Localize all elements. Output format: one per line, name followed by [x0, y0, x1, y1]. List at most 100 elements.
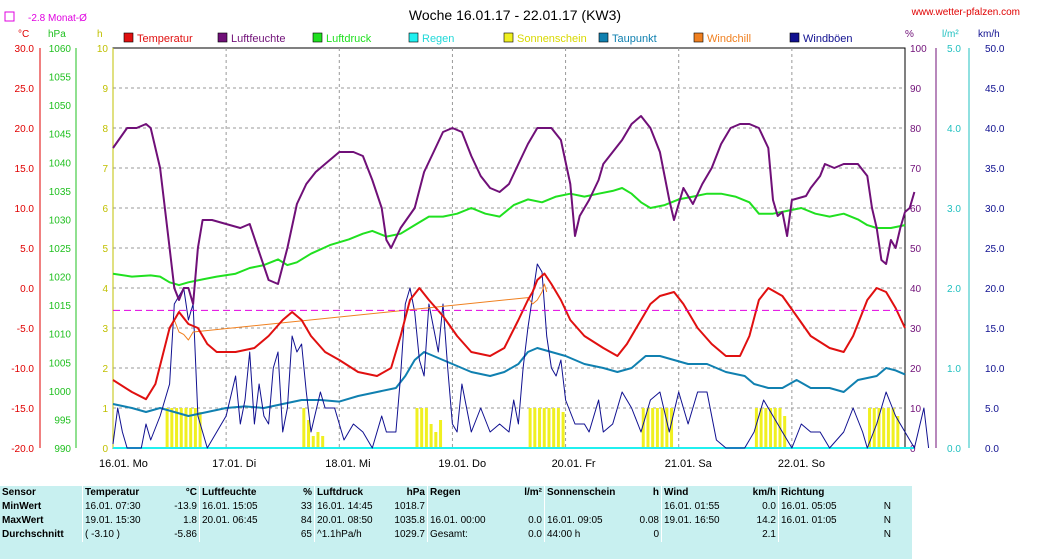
legend-label: Luftdruck	[326, 33, 372, 45]
humidity-tick-label: 100	[910, 44, 927, 55]
pressure-axis-unit: hPa	[48, 29, 66, 40]
temp-tick-label: 15.0	[15, 164, 35, 175]
legend-label: Regen	[422, 33, 454, 45]
sunshine-bar	[561, 412, 565, 448]
press-value: 1029.7	[394, 529, 425, 540]
wind-tick-label: 40.0	[985, 124, 1005, 135]
rain-time: 16.01. 00:00	[427, 514, 510, 528]
series-line-luftfeuchte	[112, 115, 916, 305]
temp-value: -13.9	[174, 501, 197, 512]
wind-axis-unit: km/h	[978, 29, 1000, 40]
temp-tick-label: 25.0	[15, 84, 35, 95]
header-pressure: Luftdruck	[314, 486, 387, 500]
sun-time	[544, 500, 627, 514]
wind-tick-label: 35.0	[985, 164, 1005, 175]
legend-label: Luftfeuchte	[231, 33, 285, 45]
sunshine-bar	[764, 408, 768, 448]
legend-swatch	[503, 32, 514, 43]
temp-value: -5.86	[174, 529, 197, 540]
sun-value: 0.08	[639, 515, 659, 526]
legend-swatch	[693, 32, 704, 43]
sunshine-bar	[641, 408, 645, 448]
sunshine-bar	[552, 408, 556, 448]
header-wind: Wind	[661, 486, 738, 500]
sunshine-bar	[302, 408, 306, 448]
pressure-tick-label: 990	[54, 444, 71, 455]
sunshine-bar	[415, 408, 419, 448]
sunshine-bar	[665, 408, 669, 448]
sunshine-bar	[439, 420, 443, 448]
row-label: MinWert	[2, 501, 42, 512]
pressure-tick-label: 1030	[49, 215, 72, 226]
legend-swatch	[123, 32, 134, 43]
hum-time: 20.01. 06:45	[199, 514, 282, 528]
temp-tick-label: -15.0	[11, 404, 34, 415]
pressure-tick-label: 1010	[49, 330, 72, 341]
pressure-tick-label: 1055	[49, 73, 72, 84]
header-wind-unit: km/h	[752, 487, 776, 498]
wind-tick-label: 50.0	[985, 44, 1005, 55]
legend-label: Taupunkt	[612, 33, 657, 45]
sunshine-bar	[646, 408, 650, 448]
sunshine-bar	[886, 408, 890, 448]
hum-time	[199, 528, 282, 542]
legend-swatch	[217, 32, 228, 43]
sunshine-bar	[193, 408, 197, 448]
weather-chart: Woche 16.01.17 - 22.01.17 (KW3) www.wett…	[4, 7, 1020, 470]
sun-tick-label: 3	[102, 324, 108, 335]
legend-swatch	[312, 32, 323, 43]
sun-tick-label: 6	[102, 204, 108, 215]
dir-time: 16.01. 05:05	[778, 500, 861, 514]
day-label: 17.01. Di	[212, 458, 256, 470]
day-label: 18.01. Mi	[325, 458, 370, 470]
statistics-table: Sensor Temperatur °C Luftfeuchte % Luftd…	[0, 486, 912, 559]
sunshine-bar	[773, 408, 777, 448]
sunshine-bar	[198, 412, 202, 448]
temp-tick-label: 10.0	[15, 204, 35, 215]
sunshine-bar	[542, 408, 546, 448]
sunshine-bar	[189, 408, 193, 448]
press-time: 16.01. 14:45	[314, 500, 387, 514]
stats-header-row: Sensor Temperatur °C Luftfeuchte % Luftd…	[0, 486, 893, 500]
day-label: 19.01. Do	[438, 458, 486, 470]
pressure-tick-label: 1050	[49, 101, 72, 112]
sunshine-bar	[891, 408, 895, 448]
sunshine-bar	[316, 432, 320, 448]
humidity-tick-label: 20	[910, 364, 922, 375]
dir-value: N	[883, 515, 891, 526]
chart-title: Woche 16.01.17 - 22.01.17 (KW3)	[409, 7, 621, 23]
sun-tick-label: 7	[102, 164, 108, 175]
sunshine-bar	[759, 408, 763, 448]
stats-row-min: MinWert 16.01. 07:30 -13.9 16.01. 15:05 …	[0, 500, 893, 514]
humidity-tick-label: 30	[910, 324, 922, 335]
legend-label: Sonnenschein	[517, 33, 587, 45]
temp-tick-label: 30.0	[15, 44, 35, 55]
rain-time	[427, 500, 510, 514]
sunshine-bar	[420, 408, 424, 448]
rain-axis-unit: l/m²	[942, 29, 959, 40]
series-line-luftdruck	[112, 187, 906, 287]
wind-time	[661, 528, 738, 542]
sunshine-bar	[896, 416, 900, 448]
sunshine-bar	[655, 408, 659, 448]
sun-tick-label: 8	[102, 124, 108, 135]
legend-swatch	[789, 32, 800, 43]
wind-tick-label: 30.0	[985, 204, 1005, 215]
press-time: 20.01. 08:50	[314, 514, 387, 528]
wind-value: 14.2	[756, 515, 776, 526]
rain-tick-label: 1.0	[947, 364, 961, 375]
header-temp-unit: °C	[185, 487, 197, 498]
day-label: 22.01. So	[778, 458, 825, 470]
wind-tick-label: 15.0	[985, 324, 1005, 335]
sunshine-bar	[170, 408, 174, 448]
row-label: Durchschnitt	[2, 529, 64, 540]
sunshine-bar	[877, 408, 881, 448]
rain-tick-label: 4.0	[947, 124, 961, 135]
sunshine-bar	[783, 416, 787, 448]
header-direction: Richtung	[778, 486, 861, 500]
sun-axis-unit: h	[97, 29, 103, 40]
wind-time: 16.01. 01:55	[661, 500, 738, 514]
pressure-tick-label: 1045	[49, 130, 72, 141]
sun-tick-label: 2	[102, 364, 108, 375]
rain-tick-label: 5.0	[947, 44, 961, 55]
